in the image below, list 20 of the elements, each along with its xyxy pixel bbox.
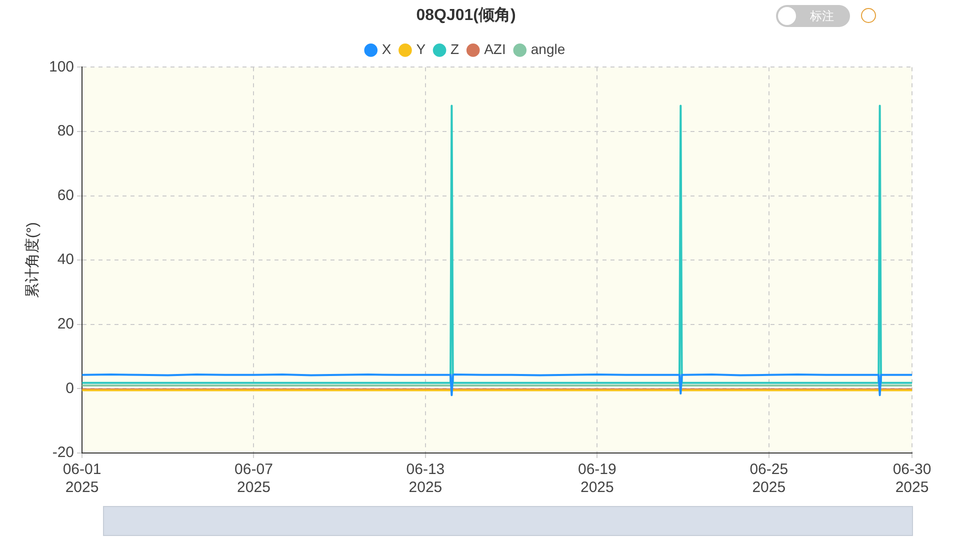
x-tick-label: 06-25 2025: [750, 461, 788, 496]
legend-label: X: [382, 41, 392, 58]
x-tick-label: 06-13 2025: [406, 461, 445, 496]
chart-title: 08QJ01(倾角): [416, 6, 516, 24]
y-tick-label: 60: [57, 186, 74, 204]
x-tick-label: 06-30 2025: [892, 461, 932, 496]
legend-label: Y: [416, 41, 426, 58]
legend-label: Z: [450, 41, 460, 58]
legend-label: AZI: [484, 41, 506, 58]
y-tick-label: -20: [52, 444, 74, 462]
y-axis-title: 累计角度(°): [24, 222, 42, 298]
y-tick-label: 40: [57, 251, 74, 268]
legend-label: angle: [530, 41, 566, 58]
y-tick-label: 20: [57, 316, 74, 333]
y-tick-label: 80: [57, 122, 74, 140]
x-tick-label: 06-19 2025: [578, 461, 616, 496]
x-tick-label: 06-07 2025: [234, 461, 273, 496]
x-tick-label: 06-01 2025: [62, 461, 102, 496]
y-tick-label: 0: [66, 380, 74, 397]
y-tick-label: 100: [48, 58, 74, 76]
